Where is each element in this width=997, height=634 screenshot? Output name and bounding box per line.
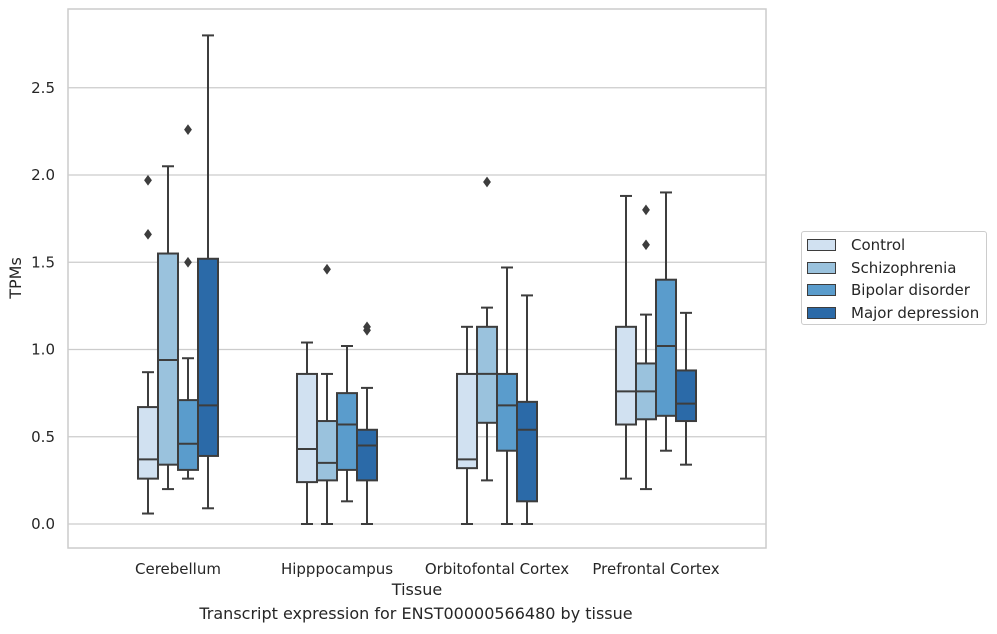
box-hipppocampus-control: [296, 372, 318, 484]
legend-label-major-depression: Major depression: [851, 304, 980, 322]
x-axis-label: Tissue: [391, 580, 442, 599]
box-hipppocampus-bipolar-disorder: [336, 392, 358, 471]
y-tick-label: 1.0: [31, 341, 55, 359]
box-orbitofontal-cortex-major-depression: [516, 400, 538, 503]
legend-item-control: Control: [807, 235, 905, 255]
y-tick-label: 2.5: [31, 79, 55, 97]
y-tick-label: 0.5: [31, 428, 55, 446]
outlier-cerebellum-control-0: [144, 228, 152, 240]
y-axis-ticks: 0.0 0.5 1.0 1.5 2.0 2.5: [31, 79, 55, 533]
outlier-hipppocampus-schizophrenia-0: [323, 263, 331, 275]
legend: Control Schizophrenia Bipolar disorder M…: [801, 231, 987, 325]
box-cerebellum-major-depression: [197, 257, 219, 457]
box-prefrontal-cortex-bipolar-disorder: [655, 278, 677, 417]
x-tick-label: Hipppocampus: [281, 560, 393, 578]
x-tick-label: Orbitofontal Cortex: [425, 560, 569, 578]
outlier-cerebellum-control-1: [144, 174, 152, 186]
y-tick-label: 2.0: [31, 166, 55, 184]
box-cerebellum-bipolar-disorder: [177, 399, 199, 471]
legend-label-schizophrenia: Schizophrenia: [851, 259, 957, 277]
legend-label-bipolar-disorder: Bipolar disorder: [851, 281, 970, 299]
y-axis-label: TPMs: [6, 257, 25, 300]
legend-swatch-major-depression: [807, 307, 836, 319]
box-hipppocampus-schizophrenia: [316, 420, 338, 482]
legend-swatch-control: [807, 239, 836, 251]
box-orbitofontal-cortex-bipolar-disorder: [496, 372, 518, 452]
legend-item-major-depression: Major depression: [807, 303, 979, 323]
outlier-prefrontal-cortex-schizophrenia-1: [642, 204, 650, 216]
box-prefrontal-cortex-control: [615, 325, 637, 426]
box-cerebellum-control: [137, 406, 159, 480]
box-orbitofontal-cortex-control: [456, 372, 478, 470]
y-tick-label: 1.5: [31, 253, 55, 271]
x-axis-ticks: Cerebellum Hipppocampus Orbitofontal Corte…: [135, 560, 720, 578]
outlier-cerebellum-bipolar-disorder-1: [184, 124, 192, 135]
chart-caption: Transcript expression for ENST0000056648…: [199, 604, 633, 623]
legend-swatch-bipolar-disorder: [807, 284, 836, 296]
plot-frame: [67, 8, 767, 549]
legend-item-bipolar-disorder: Bipolar disorder: [807, 280, 970, 300]
box-prefrontal-cortex-major-depression: [675, 369, 697, 423]
outlier-prefrontal-cortex-schizophrenia-0: [642, 239, 650, 251]
x-tick-label: Cerebellum: [135, 560, 221, 578]
x-tick-label: Prefrontal Cortex: [592, 560, 719, 578]
box-hipppocampus-major-depression: [356, 428, 378, 482]
legend-swatch-schizophrenia: [807, 262, 836, 274]
y-tick-label: 0.0: [31, 515, 55, 533]
legend-item-schizophrenia: Schizophrenia: [807, 258, 956, 278]
outlier-orbitofontal-cortex-schizophrenia-0: [483, 176, 491, 188]
outlier-hipppocampus-major-depression-1: [363, 321, 371, 333]
outlier-cerebellum-bipolar-disorder-0: [184, 256, 192, 268]
legend-label-control: Control: [851, 236, 906, 254]
box-plot-area: [137, 34, 697, 525]
